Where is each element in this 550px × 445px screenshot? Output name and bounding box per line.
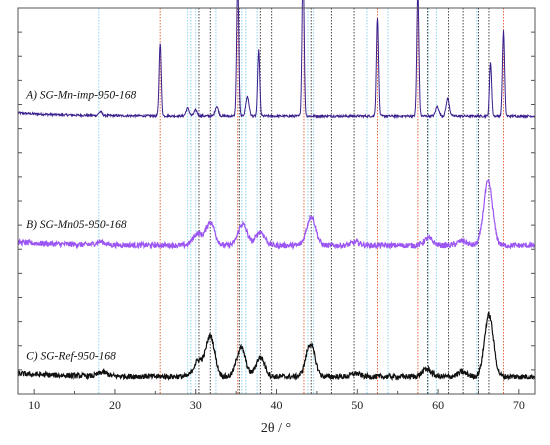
series-line-1 <box>17 0 536 120</box>
series-line-3 <box>17 311 536 382</box>
x-tick-label: 70 <box>513 398 525 412</box>
series-label-3: C) SG-Ref-950-168 <box>26 350 116 362</box>
x-tick-label: 10 <box>28 398 40 412</box>
plot-frame <box>17 7 536 395</box>
x-tick-label: 40 <box>271 398 283 412</box>
y-axis-ticks <box>18 31 535 371</box>
series-label-1: A) SG-Mn-imp-950-168 <box>25 90 136 102</box>
x-tick-label: 60 <box>432 398 444 412</box>
series-group <box>17 0 536 382</box>
x-tick-label: 50 <box>351 398 363 412</box>
x-axis-title: 2θ / ° <box>261 421 291 436</box>
series-line-2 <box>17 179 536 251</box>
reference-lines <box>98 8 504 394</box>
series-labels: A) SG-Mn-imp-950-168 B) SG-Mn05-950-168 C)… <box>25 90 136 363</box>
x-tick-label: 30 <box>190 398 202 412</box>
x-axis-ticks: 10 20 30 40 50 60 70 <box>28 389 525 412</box>
x-tick-label: 20 <box>109 398 121 412</box>
series-label-2: B) SG-Mn05-950-168 <box>26 219 127 231</box>
